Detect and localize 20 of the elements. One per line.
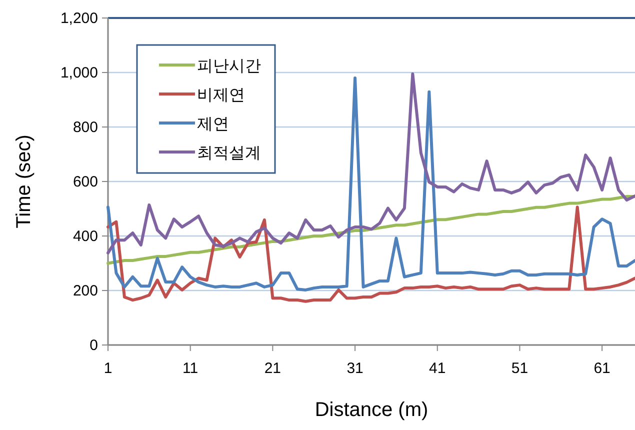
x-tick-label: 21 bbox=[264, 360, 282, 377]
legend-label: 비제연 bbox=[197, 87, 245, 104]
y-tick-label: 200 bbox=[72, 282, 98, 300]
y-tick-label: 800 bbox=[72, 119, 98, 136]
x-tick-label: 31 bbox=[346, 360, 364, 377]
legend-label: 최적설계 bbox=[197, 145, 261, 162]
y-tick-label: 1,200 bbox=[60, 10, 98, 27]
x-tick-label: 41 bbox=[429, 360, 446, 377]
x-tick-label: 11 bbox=[182, 360, 198, 377]
y-tick-label: 400 bbox=[72, 228, 98, 245]
y-axis-title: Time (sec) bbox=[13, 134, 35, 228]
x-tick-label: 1 bbox=[104, 360, 112, 377]
x-tick-label: 51 bbox=[511, 360, 528, 377]
y-tick-label: 600 bbox=[72, 174, 98, 190]
legend-label: 제연 bbox=[197, 116, 229, 133]
x-axis-title: Distance (m) bbox=[314, 399, 428, 421]
x-tick-label: 61 bbox=[594, 360, 610, 377]
y-tick-label: 0 bbox=[90, 337, 98, 354]
y-tick-label: 1,000 bbox=[60, 64, 98, 82]
legend-label: 피난시간 bbox=[197, 58, 261, 75]
